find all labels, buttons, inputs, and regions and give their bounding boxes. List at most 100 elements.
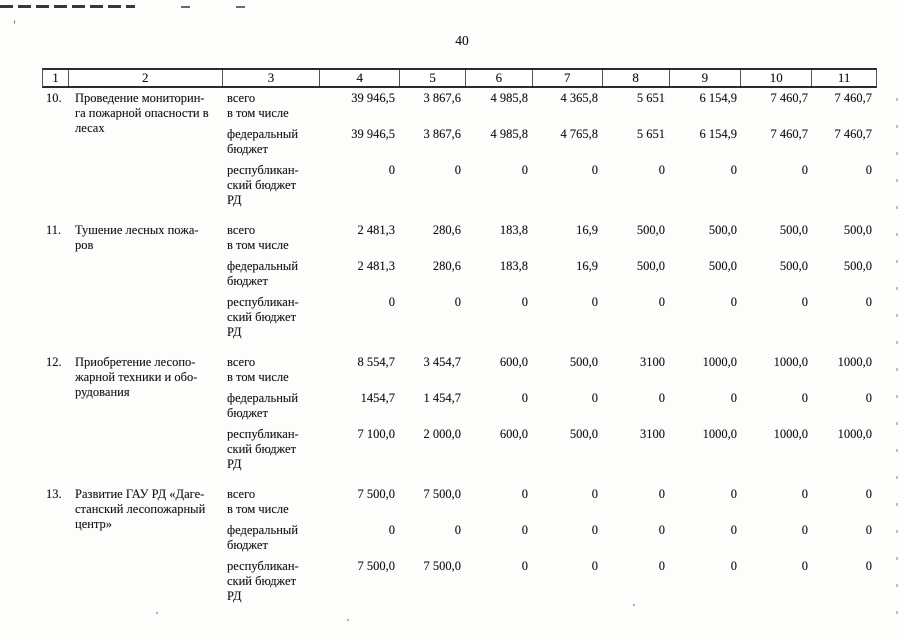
value-cell: 0 [801, 163, 808, 177]
row-number-cell: 10. [46, 91, 62, 105]
value-cell: 2 481,3 [357, 259, 396, 273]
funding-subrows: всего в том числе 7 500,0 7 500,0 0 0 0 0 0 0 фед… [222, 487, 877, 604]
value-cell: 500,0 [636, 259, 665, 273]
value-cell: 0 [730, 391, 737, 405]
value-cell: 3 454,7 [423, 355, 462, 369]
value-cell: 16,9 [576, 259, 598, 273]
value-cell: 6 154,9 [699, 127, 738, 141]
value-cell: 0 [658, 391, 665, 405]
value-cell: 39 946,5 [351, 91, 395, 105]
funding-subrows: всего в том числе 39 946,5 3 867,6 4 985,8 4… [222, 91, 877, 208]
value-cell: 0 [521, 295, 528, 309]
value-cell: 0 [865, 559, 872, 573]
program-name-cell: Приобретение лесопо- жарной техники и об… [75, 355, 198, 399]
value-cell: 8 554,7 [357, 355, 396, 369]
value-cell: 0 [454, 523, 461, 537]
funding-subrow: федеральный бюджет 0 0 0 0 0 0 0 0 [222, 523, 877, 553]
value-cell: 0 [730, 163, 737, 177]
value-cell: 0 [521, 523, 528, 537]
value-cell: 0 [454, 295, 461, 309]
value-cell: 500,0 [843, 223, 872, 237]
column-header-3: 3 [223, 70, 321, 86]
value-cell: 500,0 [636, 223, 665, 237]
value-cell: 7 460,7 [770, 91, 809, 105]
program-name-cell: Развитие ГАУ РД «Даге- станский лесопожа… [75, 487, 206, 531]
value-cell: 0 [521, 163, 528, 177]
value-cell: 0 [658, 295, 665, 309]
row-number-cell: 11. [46, 223, 62, 237]
value-cell: 0 [730, 523, 737, 537]
row-number-cell: 12. [46, 355, 62, 369]
table-row: 10. Проведение мониторин- га пожарной опа… [42, 91, 877, 208]
value-cell: 1000,0 [773, 427, 808, 441]
value-cell: 0 [591, 163, 598, 177]
column-header-9: 9 [670, 70, 742, 86]
value-cell: 0 [388, 523, 395, 537]
value-cell: 0 [658, 163, 665, 177]
value-cell: 1454,7 [360, 391, 395, 405]
value-cell: 3 867,6 [423, 91, 462, 105]
value-cell: 0 [730, 295, 737, 309]
funding-subrow: всего в том числе 39 946,5 3 867,6 4 985,8 4… [222, 91, 877, 121]
table-row: 11. Тушение лесных пожа- ров всего в том ч… [42, 223, 877, 340]
value-cell: 6 154,9 [699, 91, 738, 105]
funding-subrow: всего в том числе 8 554,7 3 454,7 600,0 500,… [222, 355, 877, 385]
value-cell: 0 [591, 487, 598, 501]
column-header-8: 8 [603, 70, 670, 86]
value-cell: 7 460,7 [834, 91, 873, 105]
funding-subrow: республикан- ский бюджет РД 7 100,0 2 000,… [222, 427, 877, 472]
value-cell: 0 [801, 391, 808, 405]
funding-source-cell: федеральный бюджет [227, 391, 299, 420]
value-cell: 3100 [640, 427, 665, 441]
column-header-5: 5 [400, 70, 466, 86]
value-cell: 4 365,8 [560, 91, 599, 105]
funding-subrows: всего в том числе 8 554,7 3 454,7 600,0 500,… [222, 355, 877, 472]
column-header-6: 6 [466, 70, 533, 86]
value-cell: 500,0 [843, 259, 872, 273]
scan-artifact-right-edge-dots [896, 98, 898, 622]
value-cell: 1000,0 [702, 355, 737, 369]
value-cell: 3 867,6 [423, 127, 462, 141]
value-cell: 2 481,3 [357, 223, 396, 237]
funding-source-cell: республикан- ский бюджет РД [227, 559, 299, 603]
funding-source-cell: республикан- ский бюджет РД [227, 295, 299, 339]
value-cell: 0 [521, 391, 528, 405]
funding-source-cell: федеральный бюджет [227, 127, 299, 156]
value-cell: 500,0 [569, 355, 598, 369]
scan-artifact-dashed-line [0, 5, 135, 8]
budget-table: 1 2 3 4 5 6 7 8 9 10 11 10. Проведение мониторин- г… [42, 68, 877, 619]
value-cell: 7 500,0 [357, 559, 396, 573]
value-cell: 0 [658, 523, 665, 537]
funding-source-cell: всего в том числе [227, 487, 289, 516]
funding-source-cell: федеральный бюджет [227, 259, 299, 288]
funding-subrow: республикан- ский бюджет РД 7 500,0 7 500,… [222, 559, 877, 604]
value-cell: 39 946,5 [351, 127, 395, 141]
value-cell: 0 [591, 391, 598, 405]
value-cell: 0 [658, 487, 665, 501]
value-cell: 0 [801, 559, 808, 573]
value-cell: 0 [730, 559, 737, 573]
value-cell: 7 100,0 [357, 427, 396, 441]
value-cell: 0 [865, 523, 872, 537]
scan-artifact-dash [181, 6, 190, 8]
row-number-cell: 13. [46, 487, 62, 501]
value-cell: 183,8 [499, 223, 528, 237]
value-cell: 280,6 [432, 259, 461, 273]
value-cell: 7 500,0 [423, 487, 462, 501]
value-cell: 0 [591, 523, 598, 537]
funding-source-cell: федеральный бюджет [227, 523, 299, 552]
value-cell: 3100 [640, 355, 665, 369]
table-row: 13. Развитие ГАУ РД «Даге- станский лесоп… [42, 487, 877, 604]
value-cell: 500,0 [708, 259, 737, 273]
table-header-row: 1 2 3 4 5 6 7 8 9 10 11 [42, 68, 877, 88]
value-cell: 1000,0 [773, 355, 808, 369]
value-cell: 2 000,0 [423, 427, 462, 441]
value-cell: 16,9 [576, 223, 598, 237]
value-cell: 7 460,7 [770, 127, 809, 141]
value-cell: 0 [801, 523, 808, 537]
funding-source-cell: республикан- ский бюджет РД [227, 427, 299, 471]
value-cell: 4 765,8 [560, 127, 599, 141]
funding-subrows: всего в том числе 2 481,3 280,6 183,8 16,9 50… [222, 223, 877, 340]
value-cell: 7 500,0 [423, 559, 462, 573]
